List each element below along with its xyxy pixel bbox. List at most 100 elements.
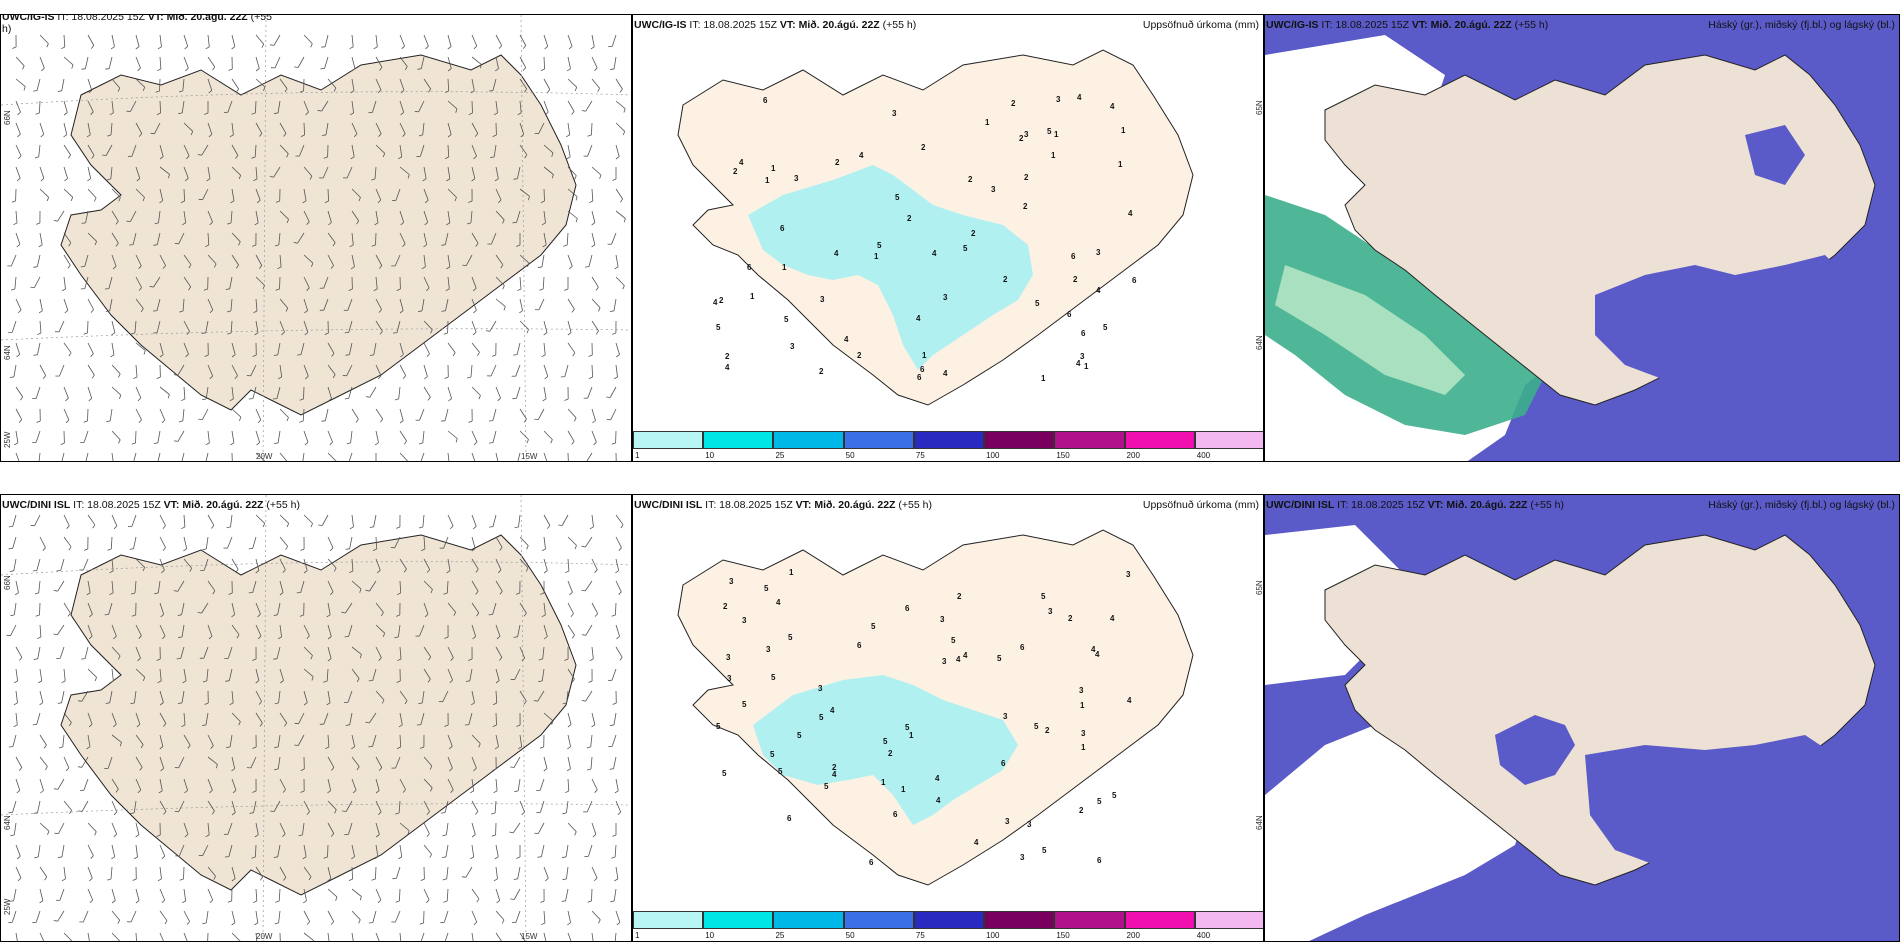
- wind-barb: [567, 580, 573, 593]
- precip-area: [753, 675, 1018, 825]
- wind-barb-flag: [365, 396, 370, 398]
- wind-barb-flag: [135, 900, 140, 904]
- wind-barb: [36, 78, 41, 91]
- wind-barb-flag: [119, 394, 122, 399]
- wind-barb: [516, 210, 521, 223]
- wind-barb: [586, 800, 593, 813]
- wind-barb-flag: [305, 111, 309, 116]
- wind-barb: [423, 756, 433, 767]
- low-cloud-area: [1585, 735, 1835, 865]
- wind-barb: [519, 276, 522, 290]
- wind-barb: [87, 144, 95, 156]
- wind-barb-flag: [202, 398, 207, 401]
- wind-barb-flag: [70, 197, 74, 202]
- wind-barb-flag: [299, 90, 304, 93]
- wind-barb: [111, 580, 114, 593]
- wind-barb-flag: [352, 789, 357, 794]
- wind-barb-flag: [188, 264, 192, 269]
- wind-barb: [375, 646, 382, 658]
- wind-barb: [375, 430, 379, 443]
- wind-barb-flag: [88, 635, 93, 640]
- wind-barb: [615, 624, 620, 637]
- wind-barb-flag: [83, 332, 88, 335]
- wind-barb: [178, 844, 185, 857]
- wind-barb-flag: [310, 655, 313, 660]
- wind-barb: [399, 408, 404, 421]
- wind-barb: [207, 56, 216, 68]
- wind-barb: [446, 866, 449, 879]
- wind-barb: [156, 298, 161, 311]
- wind-barb: [517, 778, 521, 791]
- wind-barb: [492, 514, 497, 527]
- wind-barb-flag: [33, 90, 38, 92]
- wind-barb: [615, 646, 623, 658]
- wind-barb-flag: [229, 702, 234, 706]
- precip-value: 4: [844, 335, 849, 344]
- precip-value: 4: [963, 651, 968, 660]
- wind-barb-flag: [64, 178, 68, 182]
- wind-barb-flag: [197, 154, 202, 156]
- wind-barb-flag: [492, 768, 497, 771]
- wind-barb: [351, 668, 360, 679]
- wind-barb: [375, 34, 378, 47]
- wind-barb-flag: [109, 570, 114, 574]
- wind-barb-flag: [109, 680, 114, 684]
- wind-barb-flag: [239, 416, 242, 421]
- precip-value: 5: [784, 315, 789, 324]
- wind-barb-flag: [94, 241, 97, 246]
- colorbar-label: 75: [915, 931, 925, 940]
- wind-barb: [351, 232, 354, 245]
- colorbar-label: 200: [1126, 451, 1140, 460]
- wind-barb: [135, 276, 142, 288]
- precip-value: 2: [1045, 726, 1050, 735]
- wind-barb-flag: [349, 46, 354, 50]
- wind-barb: [15, 778, 21, 791]
- wind-barb-flag: [581, 545, 586, 548]
- precip-value: 1: [1121, 126, 1126, 135]
- wind-barb: [567, 430, 575, 442]
- wind-barb: [14, 276, 17, 290]
- wind-barb: [278, 888, 281, 902]
- wind-barb: [135, 166, 141, 179]
- wind-barb: [303, 558, 308, 571]
- wind-barb-flag: [581, 634, 586, 636]
- wind-barb-flag: [422, 178, 427, 182]
- wind-barb-flag: [426, 569, 431, 573]
- wind-barb: [111, 800, 118, 813]
- wind-barb-flag: [372, 548, 377, 551]
- wind-barb-flag: [407, 830, 410, 835]
- wind-barb: [492, 408, 497, 421]
- wind-barb: [471, 910, 478, 923]
- wind-barb-flag: [202, 724, 207, 726]
- wind-barb: [444, 932, 449, 941]
- precip-value: 2: [733, 167, 738, 176]
- wind-barb: [591, 210, 596, 223]
- wind-barb: [445, 844, 449, 857]
- wind-barb: [228, 844, 233, 857]
- wind-barb: [591, 122, 593, 136]
- wind-barb: [611, 668, 617, 681]
- wind-barb: [15, 56, 25, 67]
- wind-barb-flag: [91, 374, 95, 379]
- lon-label-25w: 25W: [3, 898, 12, 915]
- wind-barb: [255, 452, 266, 461]
- colorbar-segment: [913, 431, 985, 449]
- wind-barb: [372, 910, 377, 923]
- panel-subtitle: Háský (gr.), miðský (fj.bl.) og lágský (…: [1708, 499, 1895, 511]
- wind-barb: [110, 536, 113, 550]
- wind-barb-flag: [81, 68, 86, 70]
- wind-barb-flag: [18, 309, 22, 314]
- wind-barb: [39, 602, 41, 616]
- wind-barb: [543, 34, 549, 47]
- wind-barb-flag: [184, 833, 189, 838]
- wind-barb: [303, 910, 311, 922]
- wind-barb: [207, 78, 213, 91]
- precip-value: 3: [940, 615, 945, 624]
- wind-barb: [87, 844, 94, 856]
- wind-barb: [156, 232, 161, 245]
- wind-barb-flag: [65, 419, 70, 424]
- panel-subtitle: Uppsöfnuð úrkoma (mm): [1142, 499, 1259, 511]
- wind-barb-flag: [614, 266, 619, 270]
- wind-barb: [15, 668, 18, 681]
- wind-barb-flag: [280, 680, 284, 684]
